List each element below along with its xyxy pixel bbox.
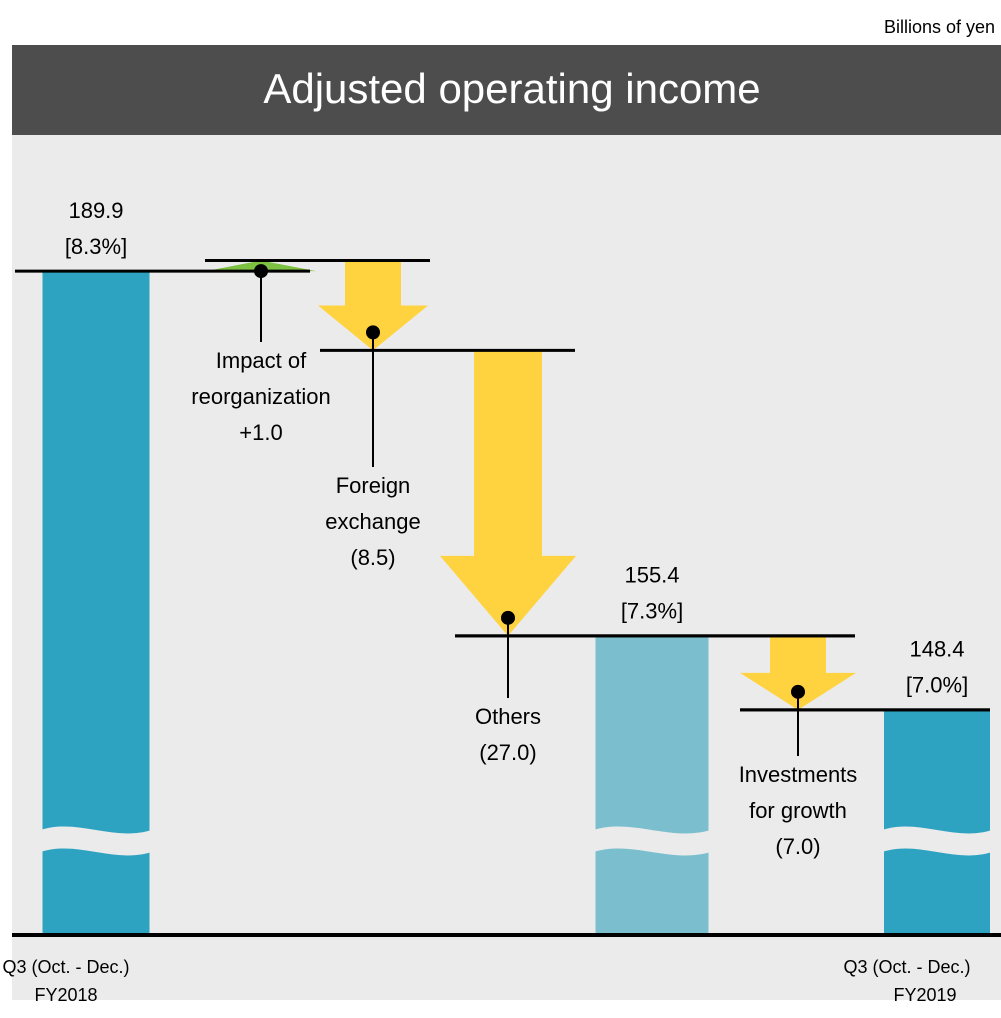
value-label: (27.0) (479, 740, 536, 765)
axis-break (882, 826, 992, 856)
x-tick-label: Q3 (Oct. - Dec.) (843, 957, 970, 977)
x-tick-label: Q3 (Oct. - Dec.) (2, 957, 129, 977)
x-tick-label: FY2019 (893, 985, 956, 1005)
delta-arrow (740, 635, 856, 710)
category-label: Investments (739, 762, 858, 787)
unit-label: Billions of yen (884, 17, 995, 37)
category-label: Foreign (336, 473, 411, 498)
margin-label: [7.3%] (621, 599, 683, 624)
bar (884, 709, 990, 935)
value-label: +1.0 (239, 420, 282, 445)
leader-dot (791, 684, 805, 699)
axis-break (593, 826, 711, 856)
value-label: (7.0) (775, 834, 820, 859)
value-label: 155.4 (624, 563, 679, 588)
title-bar (12, 45, 1001, 135)
value-label: (8.5) (350, 545, 395, 570)
category-label: for growth (749, 798, 847, 823)
delta-arrow (318, 260, 428, 351)
chart-title: Adjusted operating income (263, 65, 760, 112)
axis-break (40, 826, 152, 856)
category-label: exchange (325, 509, 420, 534)
value-label: 148.4 (909, 637, 964, 662)
value-label: 189.9 (68, 198, 123, 223)
leader-dot (501, 610, 515, 625)
leader-dot (366, 325, 380, 340)
category-label: Impact of (216, 348, 307, 373)
bar (595, 635, 709, 935)
category-label: Others (475, 704, 541, 729)
margin-label: [8.3%] (65, 234, 127, 259)
category-label: reorganization (191, 384, 330, 409)
margin-label: [7.0%] (906, 673, 968, 698)
x-tick-label: FY2018 (34, 985, 97, 1005)
bar (42, 271, 150, 935)
delta-arrow (440, 350, 576, 636)
